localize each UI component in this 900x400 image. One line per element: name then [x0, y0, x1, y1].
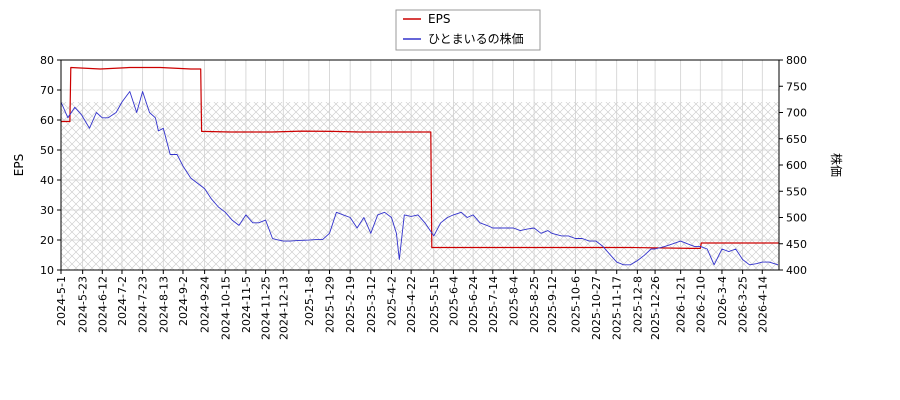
y-left-axis-title: EPS [12, 154, 26, 176]
x-tick-label: 2025-10-6 [569, 276, 582, 333]
y-left-tick-label: 50 [40, 144, 54, 157]
axes: 10 20 30 40 50 60 70 80 400 450 500 550 600 650 700 750… [12, 54, 844, 340]
x-tick-label: 2024-11-5 [240, 276, 253, 333]
x-tick-label: 2024-7-23 [137, 276, 150, 333]
y-left-tick-label: 60 [40, 114, 54, 127]
x-tick-label: 2025-1-8 [303, 276, 316, 326]
series-line-stock-price [60, 91, 779, 266]
x-tick-label: 2026-2-10 [694, 276, 707, 333]
y-right-tick-label: 750 [786, 80, 807, 93]
series-layer [60, 66, 779, 266]
x-tick-label: 2025-6-24 [467, 276, 480, 333]
x-tick-label: 2024-5-23 [77, 276, 90, 333]
y-right-tick-label: 400 [786, 264, 807, 277]
x-tick-label: 2025-5-15 [428, 276, 441, 333]
series-line-eps [61, 66, 779, 249]
y-right-tick-label: 550 [786, 185, 807, 198]
price-range-hatch [61, 102, 779, 270]
x-tick-label: 2024-7-2 [116, 276, 129, 326]
y-right-tick-label: 600 [786, 159, 807, 172]
x-tick-label: 2025-8-25 [528, 276, 541, 333]
x-tick-label: 2026-1-21 [675, 276, 688, 333]
x-tick-label: 2025-1-29 [324, 276, 337, 333]
x-tick-label: 2025-4-22 [405, 276, 418, 333]
y-right-axis-title: 株価 [829, 153, 844, 177]
x-tick-label: 2024-8-13 [157, 276, 170, 333]
x-tick-label: 2025-4-2 [385, 276, 398, 326]
legend-label-eps: EPS [428, 12, 450, 26]
x-tick-label: 2024-11-25 [260, 276, 273, 340]
x-tick-label: 2025-12-8 [631, 276, 644, 333]
x-tick-label: 2024-5-1 [55, 276, 68, 326]
x-tick-label: 2026-3-4 [716, 276, 729, 326]
x-tick-label: 2024-9-24 [199, 276, 212, 333]
x-tick-label: 2024-6-12 [96, 276, 109, 333]
y-left-tick-label: 70 [40, 84, 54, 97]
y-left-tick-label: 30 [40, 204, 54, 217]
x-tick-label: 2025-8-4 [507, 276, 520, 326]
x-tick-label: 2024-9-2 [177, 276, 190, 326]
y-right-tick-label: 650 [786, 133, 807, 146]
price-range-band [61, 102, 779, 270]
y-right-tick-label: 500 [786, 212, 807, 225]
legend: EPS ひとまいるの株価 [395, 9, 541, 51]
x-tick-label: 2025-9-12 [546, 276, 559, 333]
legend-label-stock-price: ひとまいるの株価 [428, 31, 524, 46]
y-left-tick-label: 20 [40, 234, 54, 247]
y-right-tick-label: 450 [786, 238, 807, 251]
x-tick-label: 2025-11-17 [611, 276, 624, 340]
y-left-tick-label: 40 [40, 174, 54, 187]
y-left-tick-label: 10 [40, 264, 54, 277]
x-tick-label: 2024-10-15 [219, 276, 232, 340]
x-tick-label: 2024-12-13 [277, 276, 290, 340]
x-tick-label: 2025-3-12 [365, 276, 378, 333]
x-tick-label: 2025-10-27 [590, 276, 603, 340]
x-tick-label: 2025-7-14 [487, 276, 500, 333]
y-right-tick-label: 700 [786, 107, 807, 120]
legend-box [395, 9, 541, 51]
x-tick-label: 2025-2-19 [344, 276, 357, 333]
x-tick-label: 2025-12-26 [649, 276, 662, 340]
x-tick-label: 2026-3-25 [737, 276, 750, 333]
x-tick-label: 2026-4-14 [756, 276, 769, 333]
y-right-tick-label: 800 [786, 54, 807, 67]
y-left-tick-label: 80 [40, 54, 54, 67]
x-tick-label: 2025-6-4 [447, 276, 460, 326]
